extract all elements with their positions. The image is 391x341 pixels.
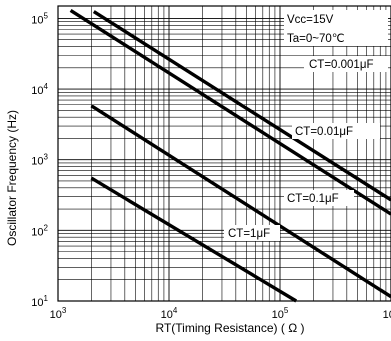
- y-tick-label: 102: [31, 223, 48, 238]
- series-label-ct-0-1uf: CT=0.1μF: [287, 193, 339, 205]
- series-line-1: [69, 8, 391, 216]
- series-line-3: [90, 176, 298, 303]
- y-axis-label: Oscillator Frequency (Hz): [5, 110, 19, 246]
- x-axis-label: RT(Timing Resistance) ( Ω ): [156, 321, 305, 335]
- x-tick-label: 104: [161, 306, 178, 321]
- series-label-ct-1uf: CT=1μF: [228, 228, 270, 240]
- annotation-vcc: Vcc=15V: [287, 14, 334, 26]
- series-label-background: [304, 56, 388, 72]
- series-label-ct-0-01uf: CT=0.01μF: [295, 126, 353, 138]
- x-tick-label: 106: [383, 306, 391, 321]
- annotation-background: [284, 10, 388, 46]
- y-tick-labels: 101 102 103 104 105: [31, 11, 48, 309]
- series-label-background: [224, 225, 280, 241]
- y-tick-label: 105: [31, 11, 48, 26]
- plot-frame: [57, 5, 391, 302]
- y-tick-label: 101: [31, 294, 48, 309]
- x-tick-label: 105: [272, 306, 289, 321]
- annotation-ta: Ta=0~70℃: [287, 33, 345, 45]
- series-line-2: [90, 104, 391, 299]
- y-tick-label: 104: [31, 82, 48, 97]
- series-label-background: [292, 123, 380, 139]
- series-line-0: [92, 10, 391, 202]
- series-layer: [69, 8, 391, 303]
- series-label-ct-0-001uf: CT=0.001μF: [309, 59, 373, 71]
- x-tick-label: 103: [50, 306, 67, 321]
- x-tick-labels: 103 104 105 106: [50, 306, 391, 321]
- series-label-background: [284, 190, 354, 206]
- y-tick-label: 103: [31, 153, 48, 168]
